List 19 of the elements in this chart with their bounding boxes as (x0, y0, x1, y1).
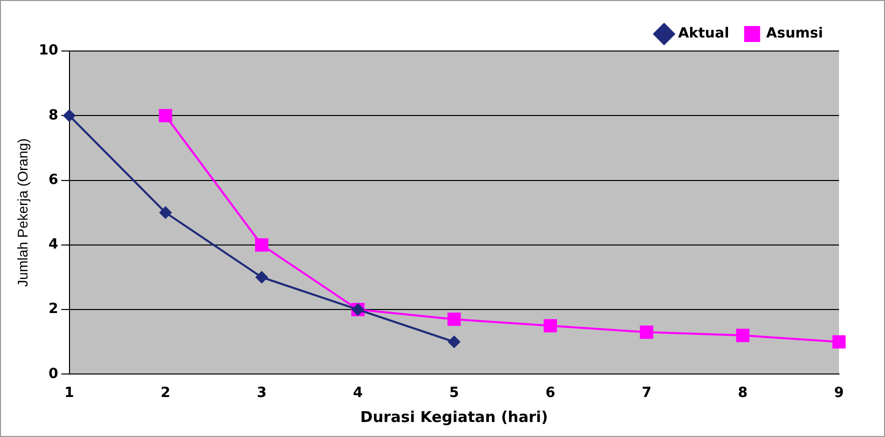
x-tick-label: 7 (642, 385, 652, 402)
y-tick-label: 8 (48, 107, 58, 124)
x-tick-label: 3 (256, 385, 267, 402)
x-axis-title: Durasi Kegiatan (hari) (360, 408, 548, 426)
x-tick-label: 8 (738, 385, 748, 402)
x-tick-label: 4 (353, 385, 364, 402)
y-tick-label: 10 (38, 42, 59, 59)
x-tick-label: 9 (834, 385, 844, 402)
y-tick-label: 6 (48, 172, 58, 188)
x-tick-label: 5 (449, 385, 460, 402)
y-tick-label: 4 (48, 236, 59, 253)
legend-label: Aktual (678, 26, 730, 42)
y-tick-label: 0 (48, 366, 59, 382)
y-tick-label: 2 (48, 301, 58, 318)
x-tick-label: 2 (160, 385, 170, 402)
x-tick-label: 1 (64, 385, 74, 402)
x-tick-label: 6 (545, 385, 556, 402)
y-axis-title: Jumlah Pekerja (Orang) (14, 138, 30, 287)
legend-label: Asumsi (766, 26, 824, 42)
